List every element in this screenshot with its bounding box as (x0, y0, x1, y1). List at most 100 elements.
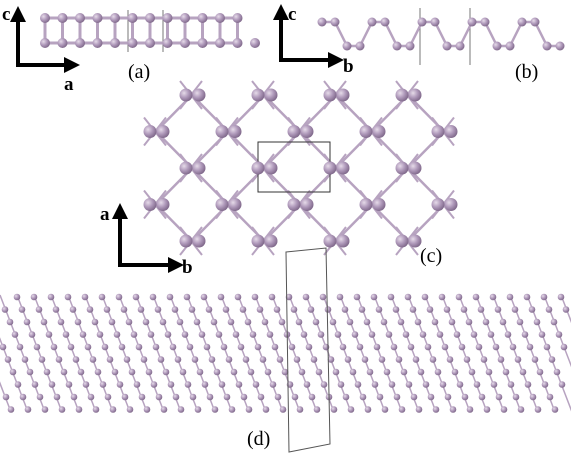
atom (110, 13, 120, 23)
atom (420, 331, 427, 338)
atom (337, 162, 350, 175)
atom (546, 306, 553, 313)
atom (76, 406, 83, 413)
atom (110, 38, 120, 48)
atom (338, 381, 345, 388)
atom (373, 198, 386, 211)
atom (253, 381, 260, 388)
atom (58, 319, 65, 326)
atom (513, 394, 520, 401)
atom (500, 319, 507, 326)
atom (58, 13, 68, 23)
atom (63, 331, 70, 338)
atom (435, 369, 442, 376)
axis-label: c (2, 4, 10, 25)
atom (409, 89, 422, 102)
atom (114, 331, 121, 338)
atom (218, 294, 225, 301)
atom (532, 356, 539, 363)
atom (197, 369, 204, 376)
atom (364, 319, 371, 326)
atom (187, 344, 194, 351)
atom (90, 356, 97, 363)
atom (258, 394, 265, 401)
atom (255, 344, 262, 351)
atom (324, 235, 337, 248)
atom (373, 125, 386, 138)
atom (201, 294, 208, 301)
atom (379, 356, 386, 363)
atom (223, 306, 230, 313)
atom (25, 406, 32, 413)
atom (161, 406, 168, 413)
atom (493, 42, 502, 51)
atom (42, 406, 49, 413)
atom (342, 306, 349, 313)
atom (333, 369, 340, 376)
atom (145, 38, 155, 48)
atom (112, 369, 119, 376)
atom (498, 356, 505, 363)
atom (75, 319, 82, 326)
atom (182, 331, 189, 338)
atom (401, 369, 408, 376)
atom (233, 331, 240, 338)
atom (233, 13, 243, 23)
atom (31, 294, 38, 301)
atom (163, 369, 170, 376)
atom (490, 294, 497, 301)
atom (157, 198, 170, 211)
atom (185, 381, 192, 388)
atom (252, 162, 265, 175)
atom (104, 306, 111, 313)
atom (348, 406, 355, 413)
atom (129, 369, 136, 376)
atom (556, 42, 565, 51)
atom (456, 294, 463, 301)
atom (229, 198, 242, 211)
atom (396, 162, 409, 175)
atom (229, 125, 242, 138)
atom (163, 38, 173, 48)
atom (66, 381, 73, 388)
atom (525, 381, 532, 388)
atom (110, 406, 117, 413)
atom (368, 18, 377, 27)
panel-label: (a) (128, 61, 150, 83)
atom (121, 306, 128, 313)
atom (561, 344, 568, 351)
atom (260, 356, 267, 363)
atom (173, 394, 180, 401)
atom (343, 394, 350, 401)
atom (563, 306, 570, 313)
atom (136, 344, 143, 351)
atom (61, 369, 68, 376)
atom (97, 331, 104, 338)
atom (262, 319, 269, 326)
axis-label: b (182, 257, 193, 278)
atom (432, 198, 445, 211)
atom (506, 42, 515, 51)
atom (170, 344, 177, 351)
atom (229, 406, 236, 413)
atom (406, 42, 415, 51)
atom (122, 394, 129, 401)
atom (193, 235, 206, 248)
atom (491, 381, 498, 388)
atom (403, 331, 410, 338)
atom (272, 344, 279, 351)
atom (354, 294, 361, 301)
atom (153, 344, 160, 351)
atom (252, 294, 259, 301)
atom (409, 162, 422, 175)
atom (381, 319, 388, 326)
atom (381, 18, 390, 27)
atom (277, 356, 284, 363)
atom (41, 319, 48, 326)
panel-label: (c) (420, 245, 442, 267)
atom (267, 331, 274, 338)
atom (151, 381, 158, 388)
atom (58, 38, 68, 48)
atom (75, 13, 85, 23)
atom (144, 406, 151, 413)
